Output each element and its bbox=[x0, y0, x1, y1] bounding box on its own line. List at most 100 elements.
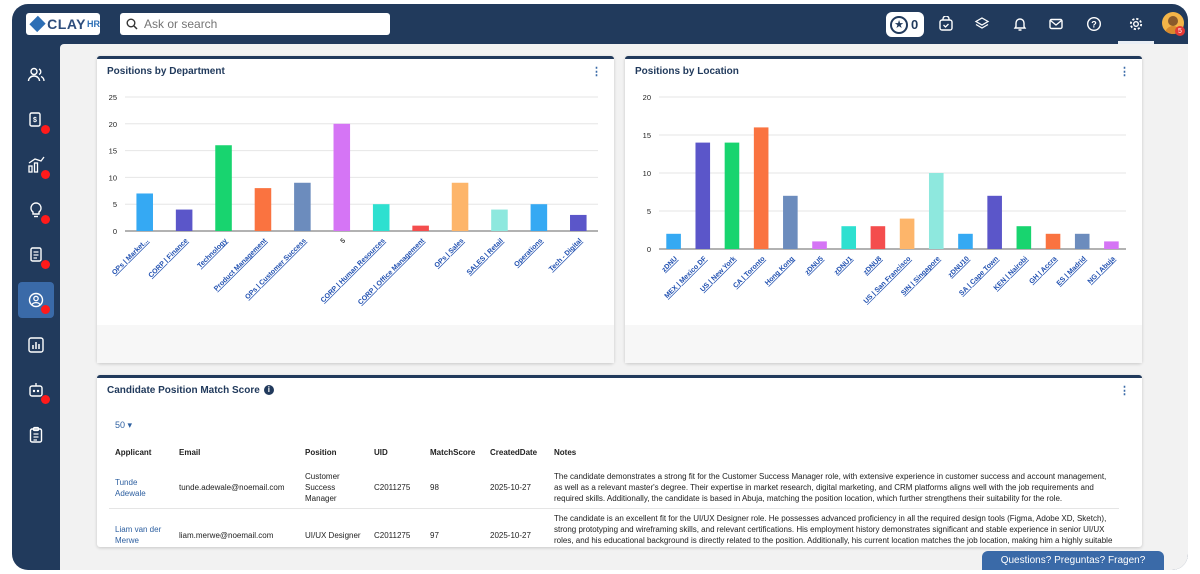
growth-chart-icon bbox=[28, 156, 45, 173]
search-icon bbox=[126, 18, 138, 30]
sidebar-item-people[interactable] bbox=[18, 57, 54, 93]
email-cell: liam.merwe@noemail.com bbox=[173, 508, 299, 547]
star-icon: ★ bbox=[890, 15, 908, 34]
x-tick-label: Operations bbox=[513, 237, 544, 268]
column-header[interactable]: Applicant bbox=[115, 448, 152, 457]
score-cell: 97 bbox=[424, 508, 484, 547]
column-header[interactable]: Position bbox=[305, 448, 337, 457]
x-tick-label: zDNU8 bbox=[862, 255, 883, 276]
bar bbox=[812, 241, 827, 249]
sidebar-item-payroll[interactable]: $ bbox=[18, 102, 54, 138]
y-tick-label: 25 bbox=[109, 93, 117, 102]
questions-chat-button[interactable]: Questions? Preguntas? Fragen? bbox=[982, 551, 1164, 570]
position-cell: UI/UX Designer bbox=[299, 508, 368, 547]
notification-dot bbox=[41, 125, 50, 134]
clipboard-icon bbox=[29, 426, 43, 443]
search-input[interactable] bbox=[144, 17, 374, 31]
y-tick-label: 20 bbox=[643, 93, 651, 102]
applicant-link[interactable]: Tunde Adewale bbox=[109, 467, 173, 509]
x-tick-label: zDNU5 bbox=[804, 255, 825, 276]
sidebar: $ bbox=[12, 44, 60, 570]
sidebar-item-recruiting[interactable] bbox=[18, 282, 54, 318]
info-icon[interactable]: i bbox=[263, 385, 274, 395]
bar bbox=[530, 204, 548, 231]
column-header[interactable]: Notes bbox=[554, 448, 577, 457]
x-tick-label: CA | Toronto bbox=[732, 255, 766, 289]
shopping-bag-icon[interactable] bbox=[936, 14, 956, 34]
clayhr-logo[interactable]: CLAY HR bbox=[26, 13, 100, 35]
gear-icon[interactable] bbox=[1126, 14, 1146, 34]
bar bbox=[136, 193, 153, 231]
search-box[interactable] bbox=[120, 13, 390, 35]
layers-icon[interactable] bbox=[972, 14, 992, 34]
uid-cell: C2011275 bbox=[368, 467, 424, 509]
email-cell: tunde.adewale@noemail.com bbox=[173, 467, 299, 509]
card-title: Positions by Location bbox=[635, 66, 739, 77]
column-header[interactable]: Email bbox=[179, 448, 201, 457]
uid-cell: C2011275 bbox=[368, 508, 424, 547]
logo-text: CLAY bbox=[47, 16, 86, 32]
bar bbox=[666, 233, 681, 249]
main-content: Positions by Department ⋮ 0 5 10 15 20 25 OPs … bbox=[60, 44, 1188, 570]
y-tick-label: 5 bbox=[647, 207, 651, 216]
notification-dot bbox=[41, 305, 50, 314]
x-tick-label: CORP | Office Management bbox=[357, 237, 426, 306]
sidebar-item-performance[interactable] bbox=[18, 147, 54, 183]
applicant-link[interactable]: Liam van der Merwe bbox=[109, 508, 173, 547]
rewards-badge[interactable]: ★ 0 bbox=[886, 12, 924, 37]
x-tick-label: zDNU1 bbox=[833, 255, 854, 276]
table-row: Tunde Adewale tunde.adewale@noemail.com … bbox=[109, 467, 1119, 509]
date-cell: 2025-10-27 bbox=[484, 508, 548, 547]
card-menu-icon[interactable]: ⋮ bbox=[1119, 385, 1130, 397]
position-cell: Customer Success Manager bbox=[299, 467, 368, 509]
column-header[interactable]: CreatedDate bbox=[490, 448, 538, 457]
bar bbox=[958, 233, 973, 249]
y-tick-label: 15 bbox=[643, 131, 651, 140]
sidebar-item-assistant[interactable] bbox=[18, 372, 54, 408]
x-tick-label: CORP | Finance bbox=[148, 237, 190, 279]
card-menu-icon[interactable]: ⋮ bbox=[1119, 66, 1130, 78]
column-header[interactable]: UID bbox=[374, 448, 388, 457]
x-tick-label: 5 bbox=[339, 237, 347, 245]
mail-icon[interactable] bbox=[1046, 14, 1066, 34]
card-menu-icon[interactable]: ⋮ bbox=[591, 66, 602, 78]
help-icon[interactable]: ? bbox=[1084, 14, 1104, 34]
x-tick-label: NG | Abuja bbox=[1087, 255, 1117, 285]
bell-icon[interactable] bbox=[1010, 14, 1030, 34]
svg-text:$: $ bbox=[33, 117, 37, 124]
robot-icon bbox=[29, 383, 43, 397]
bar bbox=[841, 226, 857, 249]
payroll-document-icon: $ bbox=[29, 112, 41, 127]
x-tick-label: Tech - Digital bbox=[548, 237, 584, 273]
x-tick-label: OPs | Market... bbox=[111, 237, 150, 276]
svg-text:?: ? bbox=[1091, 19, 1097, 29]
bar bbox=[783, 195, 798, 249]
y-tick-label: 10 bbox=[643, 169, 651, 178]
table-header-row: Applicant Email Position UID MatchScore … bbox=[109, 444, 1119, 467]
x-tick-label: SALES | Retail bbox=[466, 237, 505, 276]
top-bar: CLAY HR ★ 0 ? bbox=[12, 4, 1188, 44]
notification-dot bbox=[41, 395, 50, 404]
documents-icon bbox=[30, 247, 42, 262]
date-cell: 2025-10-27 bbox=[484, 467, 548, 509]
bar bbox=[695, 142, 711, 249]
bar bbox=[870, 226, 886, 249]
card-title: Candidate Position Match Score i bbox=[107, 385, 274, 396]
column-header[interactable]: MatchScore bbox=[430, 448, 476, 457]
settings-tab[interactable] bbox=[1118, 4, 1154, 44]
sidebar-item-reports[interactable] bbox=[18, 327, 54, 363]
sidebar-item-learning[interactable] bbox=[18, 192, 54, 228]
x-tick-label: Hong Kong bbox=[764, 255, 796, 287]
bar bbox=[570, 214, 587, 231]
sidebar-item-tasks[interactable] bbox=[18, 417, 54, 453]
rewards-count: 0 bbox=[911, 17, 919, 32]
sidebar-item-documents[interactable] bbox=[18, 237, 54, 273]
bar bbox=[491, 209, 508, 231]
positions-by-location-card: Positions by Location ⋮ 0 5 10 15 20 zDNU MEX … bbox=[625, 56, 1142, 363]
x-tick-label: GH | Accra bbox=[1028, 255, 1058, 285]
y-tick-label: 10 bbox=[109, 173, 117, 182]
logo-suffix: HR bbox=[87, 19, 100, 29]
page-size-select[interactable]: 50 ▾ bbox=[115, 420, 133, 430]
x-tick-label: zDNU10 bbox=[947, 255, 971, 279]
